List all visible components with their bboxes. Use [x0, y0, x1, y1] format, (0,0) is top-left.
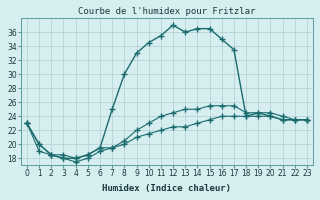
X-axis label: Humidex (Indice chaleur): Humidex (Indice chaleur) [102, 184, 231, 193]
Title: Courbe de l'humidex pour Fritzlar: Courbe de l'humidex pour Fritzlar [78, 7, 256, 16]
